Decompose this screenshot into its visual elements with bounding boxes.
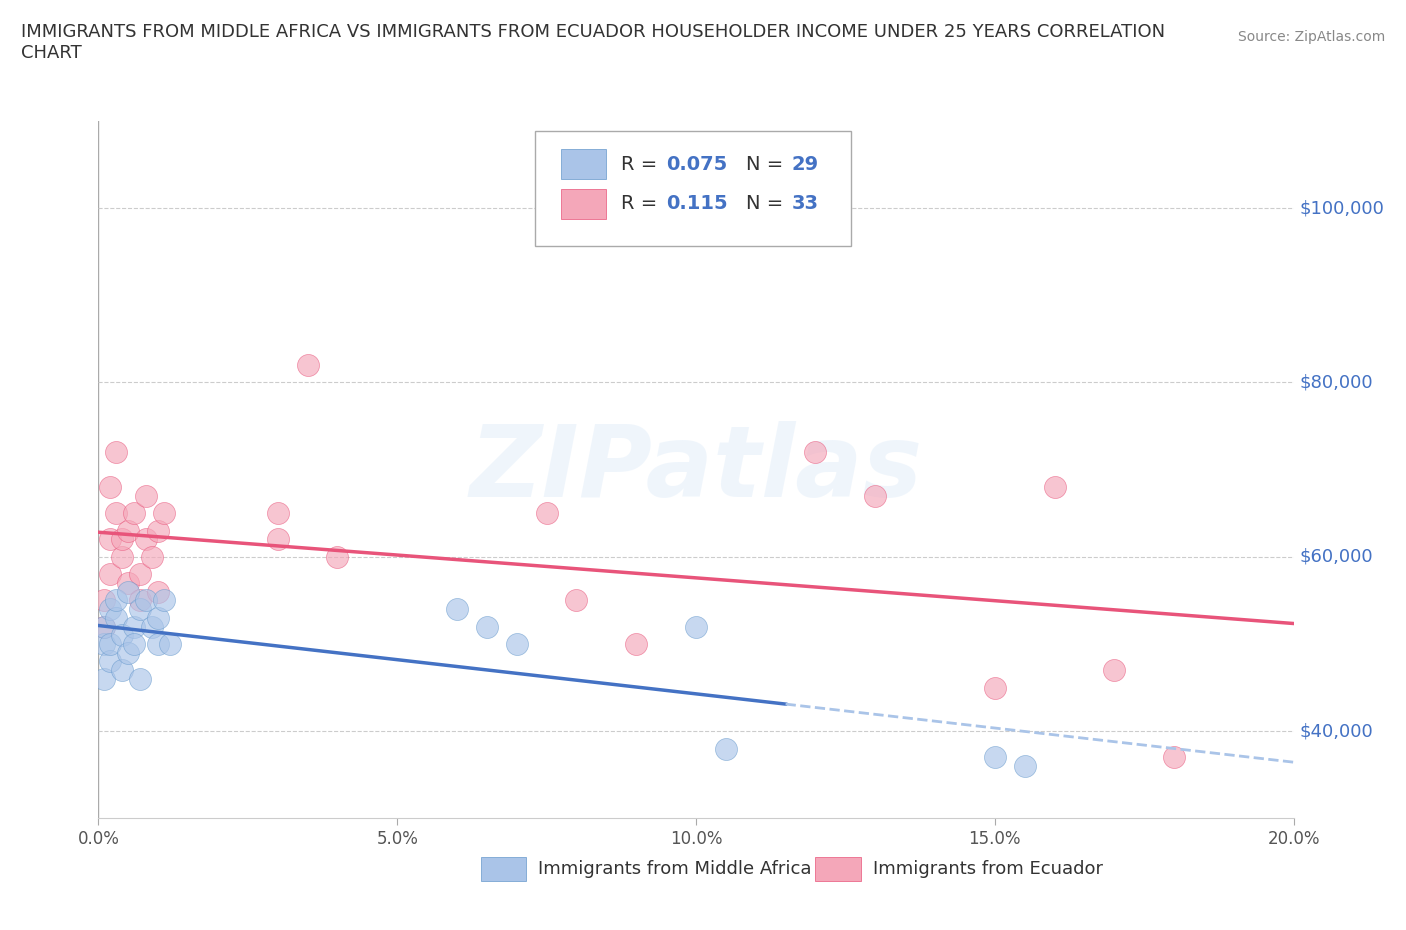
Text: $60,000: $60,000: [1299, 548, 1374, 565]
Point: [117, 645, 139, 660]
Point: [98, 654, 122, 669]
Text: Immigrants from Middle Africa: Immigrants from Middle Africa: [538, 860, 811, 878]
Text: ZIPatlas: ZIPatlas: [470, 421, 922, 518]
Point: [267, 506, 290, 521]
Point: [446, 602, 468, 617]
FancyBboxPatch shape: [815, 857, 860, 882]
Point: [93, 671, 115, 686]
FancyBboxPatch shape: [561, 150, 606, 179]
Point: [148, 610, 170, 625]
Text: 29: 29: [792, 154, 818, 174]
Point: [153, 593, 176, 608]
Point: [117, 584, 139, 599]
Point: [105, 445, 128, 459]
Point: [135, 488, 157, 503]
Point: [129, 671, 152, 686]
Point: [93, 636, 115, 651]
Point: [626, 636, 648, 651]
Point: [129, 602, 152, 617]
Point: [506, 636, 529, 651]
Point: [111, 663, 134, 678]
Point: [714, 741, 737, 756]
Point: [1043, 480, 1066, 495]
Point: [141, 619, 163, 634]
Text: 0.075: 0.075: [666, 154, 727, 174]
Point: [93, 619, 115, 634]
Text: 33: 33: [792, 193, 818, 213]
Point: [148, 584, 170, 599]
Text: R =: R =: [620, 193, 669, 213]
Point: [105, 593, 128, 608]
FancyBboxPatch shape: [534, 131, 852, 246]
Point: [105, 610, 128, 625]
Point: [159, 636, 181, 651]
Point: [111, 532, 134, 547]
Point: [98, 602, 122, 617]
Point: [804, 445, 827, 459]
Point: [865, 488, 887, 503]
Text: R =: R =: [620, 154, 664, 174]
Point: [98, 566, 122, 582]
Text: Source: ZipAtlas.com: Source: ZipAtlas.com: [1237, 30, 1385, 44]
Point: [984, 680, 1007, 695]
Point: [326, 550, 349, 565]
Text: N =: N =: [747, 154, 790, 174]
Point: [105, 506, 128, 521]
Point: [148, 636, 170, 651]
Point: [93, 619, 115, 634]
Text: $40,000: $40,000: [1299, 723, 1374, 740]
Point: [148, 524, 170, 538]
Text: 0.115: 0.115: [666, 193, 728, 213]
Text: Immigrants from Ecuador: Immigrants from Ecuador: [873, 860, 1102, 878]
Point: [117, 576, 139, 591]
Point: [129, 593, 152, 608]
Point: [475, 619, 498, 634]
Text: $80,000: $80,000: [1299, 374, 1374, 392]
Point: [297, 357, 319, 372]
Point: [117, 524, 139, 538]
Point: [565, 593, 588, 608]
Point: [111, 628, 134, 643]
Point: [1014, 759, 1036, 774]
Point: [135, 532, 157, 547]
Point: [124, 506, 146, 521]
Text: IMMIGRANTS FROM MIDDLE AFRICA VS IMMIGRANTS FROM ECUADOR HOUSEHOLDER INCOME UNDE: IMMIGRANTS FROM MIDDLE AFRICA VS IMMIGRA…: [21, 23, 1166, 62]
Point: [141, 550, 163, 565]
Point: [267, 532, 290, 547]
FancyBboxPatch shape: [561, 190, 606, 219]
Point: [685, 619, 707, 634]
Point: [98, 532, 122, 547]
Point: [98, 636, 122, 651]
Point: [1163, 750, 1185, 764]
Point: [135, 593, 157, 608]
Point: [129, 566, 152, 582]
Point: [984, 750, 1007, 764]
Text: $100,000: $100,000: [1299, 199, 1385, 217]
Text: N =: N =: [747, 193, 790, 213]
Point: [536, 506, 558, 521]
Point: [1104, 663, 1126, 678]
Point: [153, 506, 176, 521]
Point: [98, 480, 122, 495]
Point: [124, 619, 146, 634]
Point: [111, 550, 134, 565]
Point: [93, 593, 115, 608]
FancyBboxPatch shape: [481, 857, 526, 882]
Point: [124, 636, 146, 651]
